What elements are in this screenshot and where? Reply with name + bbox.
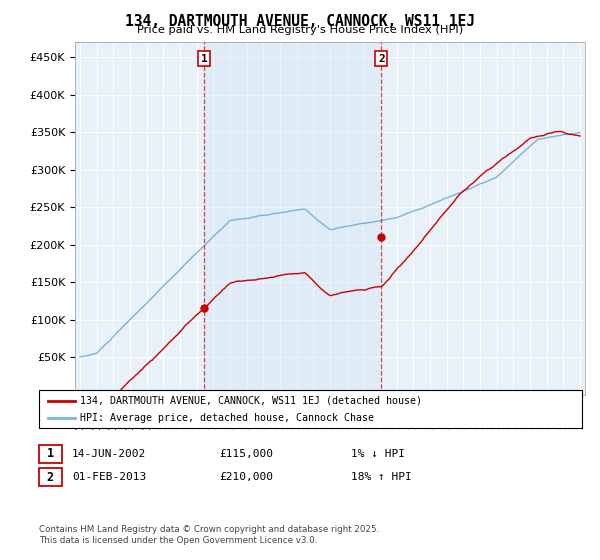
Text: 01-FEB-2013: 01-FEB-2013	[72, 472, 146, 482]
Text: HPI: Average price, detached house, Cannock Chase: HPI: Average price, detached house, Cann…	[80, 413, 374, 423]
Bar	[204, 42, 382, 395]
Text: 2: 2	[378, 54, 385, 63]
Text: 2: 2	[47, 470, 54, 484]
Text: 1: 1	[201, 54, 208, 63]
Text: 1: 1	[47, 447, 54, 460]
Text: Price paid vs. HM Land Registry's House Price Index (HPI): Price paid vs. HM Land Registry's House …	[137, 25, 463, 35]
Text: £210,000: £210,000	[219, 472, 273, 482]
Text: 1% ↓ HPI: 1% ↓ HPI	[351, 449, 405, 459]
Text: 134, DARTMOUTH AVENUE, CANNOCK, WS11 1EJ: 134, DARTMOUTH AVENUE, CANNOCK, WS11 1EJ	[125, 14, 475, 29]
Text: 134, DARTMOUTH AVENUE, CANNOCK, WS11 1EJ (detached house): 134, DARTMOUTH AVENUE, CANNOCK, WS11 1EJ…	[80, 396, 422, 406]
Text: 18% ↑ HPI: 18% ↑ HPI	[351, 472, 412, 482]
Text: £115,000: £115,000	[219, 449, 273, 459]
Text: Contains HM Land Registry data © Crown copyright and database right 2025.
This d: Contains HM Land Registry data © Crown c…	[39, 525, 379, 545]
Text: 14-JUN-2002: 14-JUN-2002	[72, 449, 146, 459]
